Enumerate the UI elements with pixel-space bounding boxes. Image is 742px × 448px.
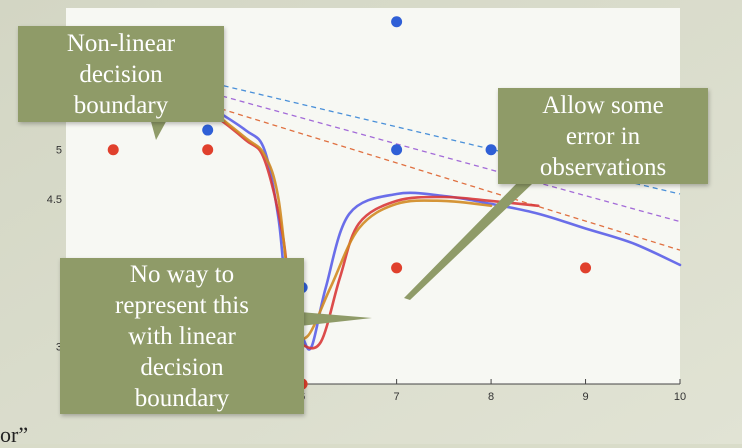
data-point (202, 144, 214, 156)
callout-text-line: boundary (134, 384, 230, 412)
x-tick-label: 7 (394, 391, 400, 403)
callout-allow-error: Allow some error in observations (498, 88, 708, 184)
data-point (485, 144, 497, 156)
y-tick-label: 4.5 (47, 194, 62, 206)
callout-text-line: with linear (128, 322, 236, 350)
data-point (391, 144, 403, 156)
y-tick-label: 5 (56, 145, 62, 157)
callout-text-line: error in (565, 122, 641, 150)
callout-text-line: No way to (129, 260, 235, 288)
caption-fragment: or” (0, 422, 29, 447)
data-point (107, 144, 119, 156)
data-point (391, 262, 403, 274)
callout-text-line: Allow some (542, 91, 664, 119)
x-tick-label: 8 (488, 391, 494, 403)
callout-text-line: represent this (115, 291, 249, 319)
y-tick-label: 3 (56, 342, 62, 354)
data-point (580, 262, 592, 274)
callout-pointers (150, 118, 532, 326)
x-tick-label: 9 (582, 391, 588, 403)
callout-text-line: decision (79, 60, 163, 88)
data-point (391, 16, 403, 28)
callout-text-line: boundary (73, 91, 169, 119)
margin-line-2 (65, 52, 681, 223)
callout-nonlinear: Non-linear decision boundary (18, 26, 224, 122)
x-tick-label: 10 (674, 391, 686, 403)
margin-line-3 (65, 60, 681, 251)
callout-no-linear: No way to represent this with linear decisi… (60, 258, 304, 414)
callout-text-line: Non-linear (66, 29, 176, 57)
callout-text-line: decision (140, 353, 224, 381)
data-point (202, 124, 214, 136)
callout-text-line: observations (539, 153, 667, 181)
